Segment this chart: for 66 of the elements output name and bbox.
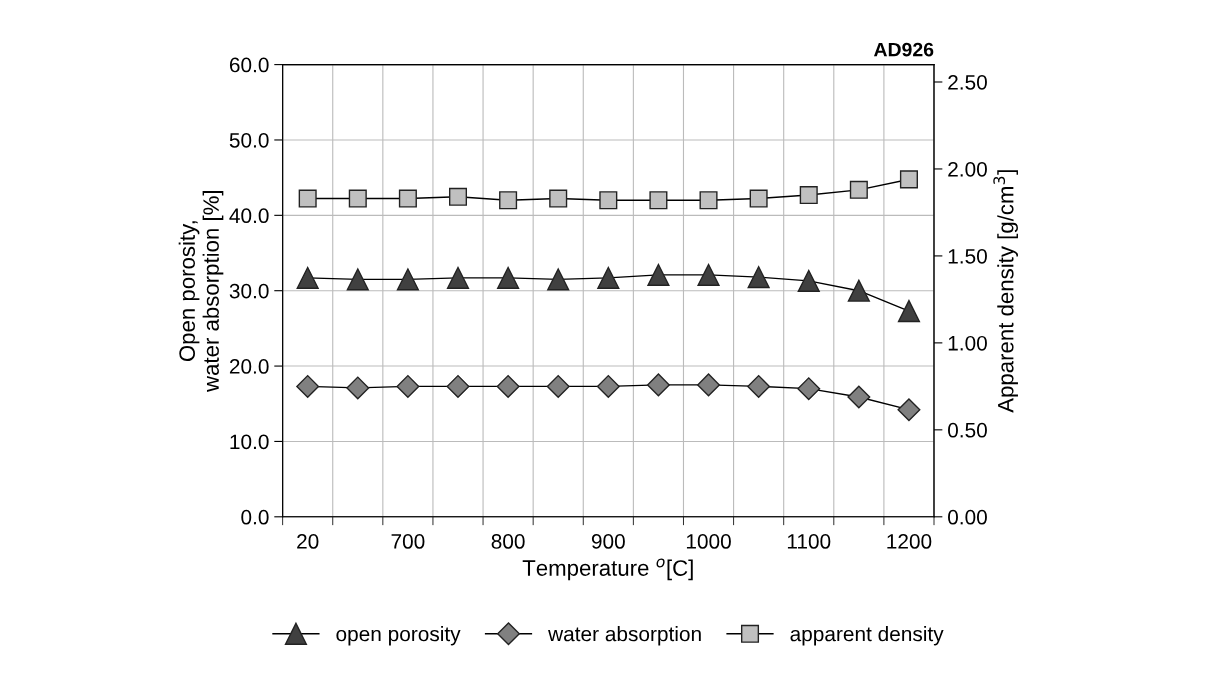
point	[396, 268, 420, 291]
point	[596, 374, 620, 398]
point	[697, 373, 721, 397]
point	[647, 263, 670, 286]
y-tick-label: 50.0	[229, 132, 269, 148]
y2-tick-label: 0.00	[948, 509, 987, 525]
point	[298, 189, 317, 208]
legend-label: apparent density	[790, 625, 944, 646]
point	[549, 189, 568, 208]
point	[398, 189, 417, 208]
point	[446, 266, 470, 289]
point	[747, 374, 771, 398]
x-tick-label: 1100	[787, 534, 831, 549]
point	[847, 279, 870, 302]
point	[849, 180, 868, 199]
point	[599, 191, 618, 210]
point	[699, 191, 718, 210]
point	[448, 187, 468, 206]
y2-tick-label: 0.50	[948, 422, 987, 438]
x-tick-label: 20	[297, 534, 319, 549]
y-tick-label: 0.0	[241, 509, 269, 525]
y-tick-label: 10.0	[230, 434, 269, 450]
point	[697, 263, 720, 286]
point	[547, 268, 570, 291]
chart-title: AD926	[873, 42, 934, 57]
x-tick-label: 700	[391, 534, 425, 549]
y-tick-label: 30.0	[229, 283, 269, 299]
point	[649, 191, 668, 210]
y-tick-label: 60.0	[229, 57, 269, 73]
y-tick-label: 40.0	[229, 208, 269, 224]
point	[747, 266, 770, 289]
point	[797, 269, 820, 293]
point	[899, 170, 918, 189]
point	[847, 385, 871, 409]
x-tick-label: 800	[491, 534, 525, 549]
point	[348, 189, 367, 208]
point	[496, 266, 520, 289]
x-tick-label: 900	[591, 534, 625, 549]
point	[646, 373, 670, 397]
point	[346, 376, 370, 400]
point	[749, 189, 768, 208]
legend-label: open porosity	[336, 625, 461, 646]
point	[499, 191, 518, 210]
point	[296, 374, 320, 398]
y-tick-label: 20.0	[229, 359, 269, 374]
point	[546, 374, 570, 398]
x-tick-label: 1200	[887, 534, 932, 549]
point	[296, 266, 319, 289]
point	[496, 374, 520, 398]
y2-tick-label: 2.50	[948, 74, 987, 90]
point	[597, 266, 620, 289]
point	[797, 377, 821, 401]
point	[396, 374, 420, 398]
point	[897, 398, 921, 422]
point	[799, 186, 818, 205]
x-tick-label: 1000	[686, 534, 731, 549]
y2-axis-title: Apparent density [g/cm$^{3}$]	[993, 170, 1018, 413]
y2-tick-label: 1.50	[948, 248, 987, 264]
y2-tick-label: 2.00	[948, 161, 987, 177]
legend-label: water absorption	[548, 625, 701, 646]
point	[446, 374, 470, 398]
y2-tick-label: 1.00	[948, 335, 987, 351]
point	[897, 299, 921, 323]
x-axis-title: Temperature $^{o}$[C]	[522, 558, 693, 581]
point	[346, 268, 369, 291]
y-axis-title: Open porosity, water absorption [%]	[178, 190, 224, 393]
